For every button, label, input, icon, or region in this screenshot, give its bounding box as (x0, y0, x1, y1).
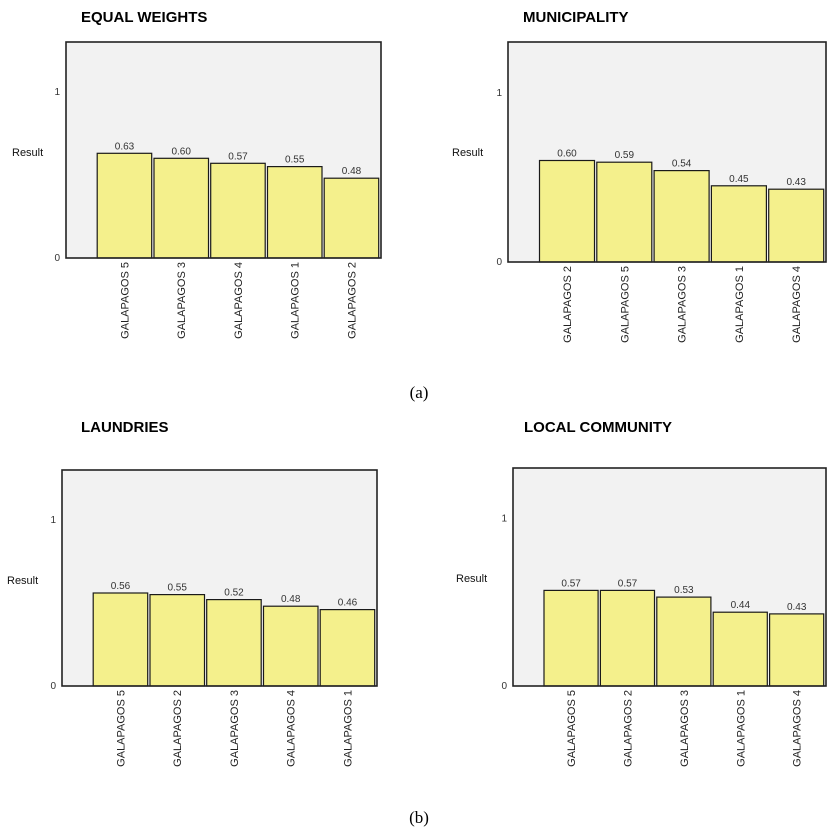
x-category-label: GALAPAGOS 5 (566, 690, 578, 767)
x-category-label: GALAPAGOS 3 (677, 266, 689, 343)
bar-galapagos-4 (262, 605, 319, 687)
x-category-label: GALAPAGOS 2 (623, 690, 635, 767)
bar-value-label: 0.63 (115, 141, 135, 152)
y-tick-label: 1 (501, 513, 507, 524)
bar-value-label: 0.52 (224, 588, 244, 599)
bar-value-label: 0.48 (342, 166, 362, 177)
plot-border (512, 467, 827, 687)
x-category-label: GALAPAGOS 3 (679, 690, 691, 767)
bar-value-label: 0.46 (338, 598, 358, 609)
chart-title: MUNICIPALITY (523, 9, 629, 26)
bar-value-label: 0.45 (729, 174, 749, 185)
bar-galapagos-1 (319, 608, 376, 687)
x-category-label: GALAPAGOS 3 (176, 262, 188, 339)
x-category-label: GALAPAGOS 3 (229, 690, 241, 767)
y-tick-label: 0 (501, 681, 507, 692)
y-tick-label: 1 (50, 515, 56, 526)
bar-galapagos-1 (266, 166, 323, 259)
plot-border (65, 41, 382, 259)
plot-border (61, 469, 378, 687)
x-category-label: GALAPAGOS 4 (792, 690, 804, 767)
bar-galapagos-3 (153, 157, 210, 259)
x-category-label: GALAPAGOS 1 (735, 690, 747, 767)
chart-title: EQUAL WEIGHTS (81, 9, 207, 26)
x-category-label: GALAPAGOS 2 (347, 262, 359, 339)
bar-value-label: 0.57 (228, 151, 248, 162)
bar-value-label: 0.54 (672, 159, 692, 170)
bar-value-label: 0.48 (281, 594, 301, 605)
charts-group: EQUAL WEIGHTS 0 1 Result 0.63 GALAPAGOS 5 0.60… (7, 9, 827, 767)
chart-laundries: LAUNDRIES 0 1 Result 0.56 GALAPAGOS 5 0.55 GALA… (7, 419, 378, 767)
caption-a: (a) (410, 383, 429, 402)
x-category-label: GALAPAGOS 2 (172, 690, 184, 767)
bar-value-label: 0.55 (167, 583, 187, 594)
x-category-label: GALAPAGOS 4 (233, 262, 245, 339)
x-category-label: GALAPAGOS 4 (286, 690, 298, 767)
bar-galapagos-5 (543, 589, 599, 687)
bar-value-label: 0.53 (674, 585, 694, 596)
bar-galapagos-4 (768, 188, 825, 263)
bar-value-label: 0.60 (171, 146, 191, 157)
chart-municipality: MUNICIPALITY 0 1 Result 0.60 GALAPAGOS 2 0.59 G… (452, 9, 827, 343)
bar-value-label: 0.44 (731, 600, 751, 611)
chart-title: LOCAL COMMUNITY (524, 419, 672, 436)
x-category-label: GALAPAGOS 1 (734, 266, 746, 343)
x-category-label: GALAPAGOS 2 (562, 266, 574, 343)
y-tick-label: 0 (54, 253, 60, 264)
chart-title: LAUNDRIES (81, 419, 169, 436)
x-category-label: GALAPAGOS 4 (791, 266, 803, 343)
bar-value-label: 0.43 (786, 177, 806, 188)
bar-galapagos-4 (768, 613, 825, 687)
x-category-label: GALAPAGOS 5 (116, 690, 128, 767)
plot-border (507, 41, 827, 263)
bar-galapagos-5 (92, 592, 149, 687)
chart-local-community: LOCAL COMMUNITY 0 1 Result 0.57 GALAPAGOS 5 0.… (456, 419, 827, 767)
bar-value-label: 0.57 (561, 578, 581, 589)
y-tick-label: 1 (54, 87, 60, 98)
bar-galapagos-2 (149, 593, 206, 687)
bar-value-label: 0.55 (285, 155, 305, 166)
y-tick-label: 1 (496, 88, 502, 99)
y-axis-label: Result (12, 147, 43, 159)
caption-b: (b) (409, 808, 429, 827)
bar-value-label: 0.57 (618, 578, 638, 589)
bar-galapagos-5 (96, 152, 153, 259)
y-axis-label: Result (452, 147, 483, 159)
x-category-label: GALAPAGOS 5 (120, 262, 132, 339)
y-axis-label: Result (456, 573, 487, 585)
bar-value-label: 0.60 (557, 149, 577, 160)
bar-galapagos-2 (323, 177, 380, 259)
chart-equal-weights: EQUAL WEIGHTS 0 1 Result 0.63 GALAPAGOS 5 0.60… (12, 9, 382, 339)
y-tick-label: 0 (50, 681, 56, 692)
bar-galapagos-3 (656, 596, 712, 687)
bar-galapagos-5 (596, 161, 653, 263)
bar-galapagos-1 (712, 611, 768, 687)
y-axis-label: Result (7, 575, 38, 587)
bar-galapagos-3 (206, 598, 262, 687)
bar-value-label: 0.43 (787, 602, 807, 613)
y-tick-label: 0 (496, 257, 502, 268)
x-category-label: GALAPAGOS 5 (619, 266, 631, 343)
x-category-label: GALAPAGOS 1 (343, 690, 355, 767)
bar-galapagos-4 (210, 162, 266, 259)
bar-value-label: 0.59 (615, 150, 635, 161)
bar-galapagos-2 (599, 589, 656, 687)
bar-galapagos-3 (653, 170, 710, 263)
x-category-label: GALAPAGOS 1 (290, 262, 302, 339)
bar-value-label: 0.56 (111, 581, 131, 592)
bar-galapagos-1 (710, 185, 768, 263)
bar-galapagos-2 (538, 159, 596, 263)
